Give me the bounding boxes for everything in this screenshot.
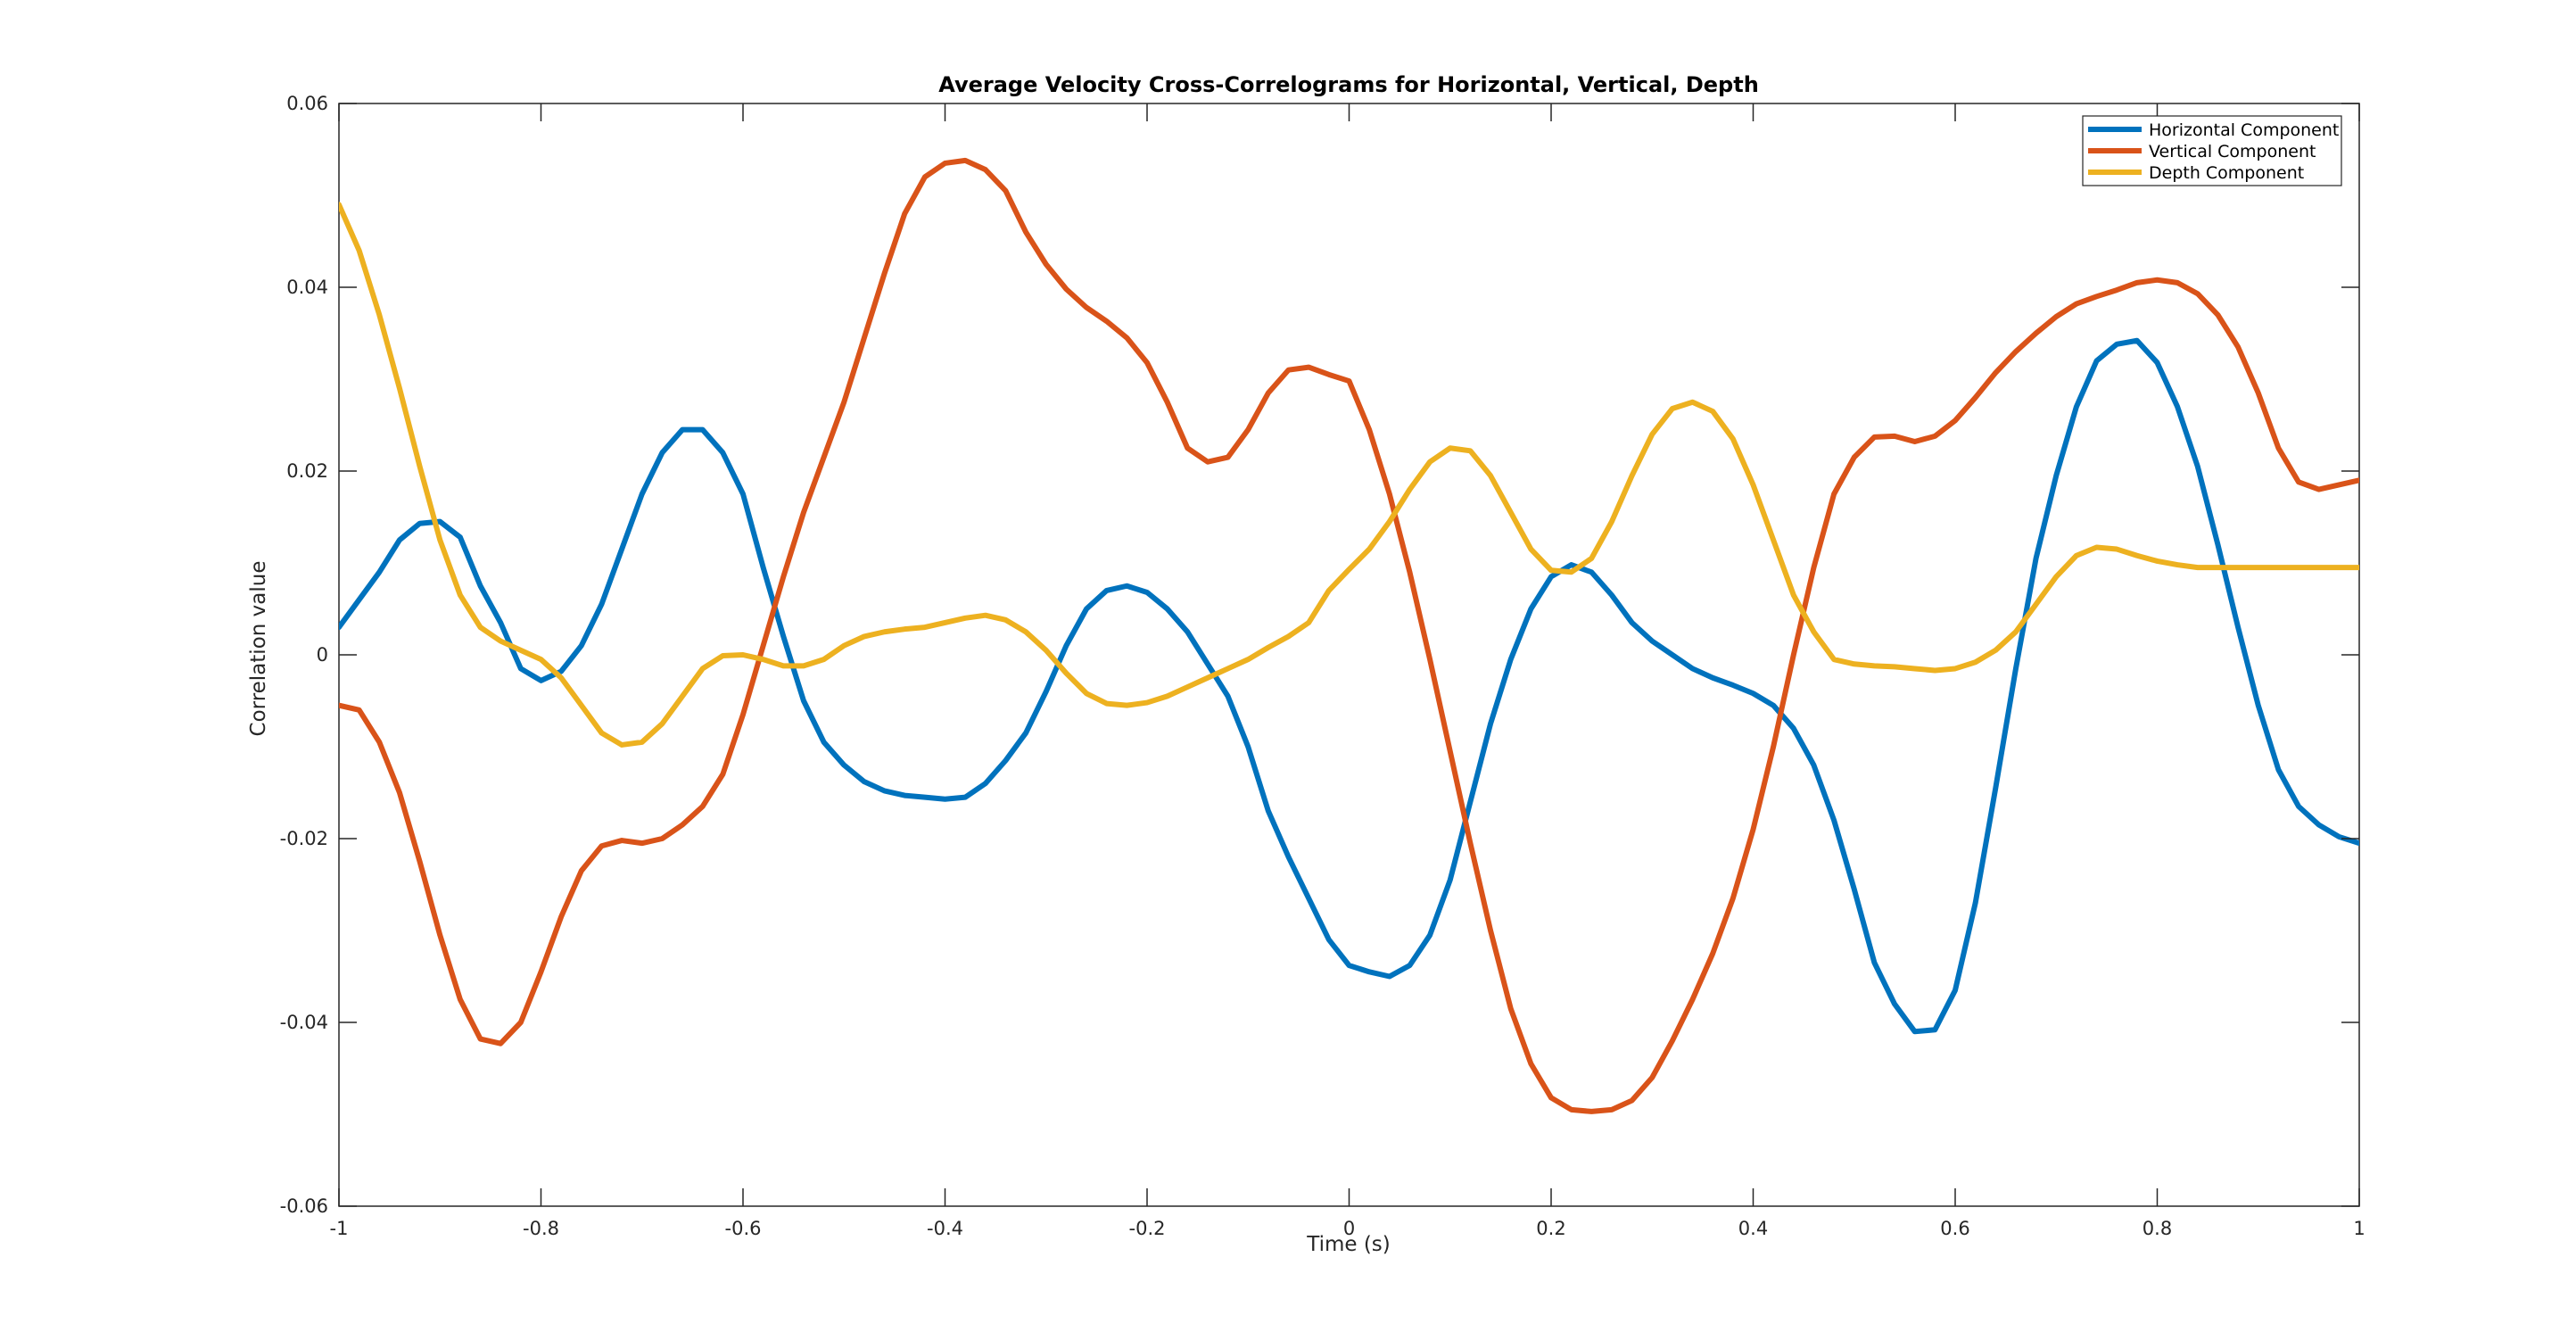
series-lines: [339, 157, 2359, 1114]
y-tick-label: -0.06: [280, 1195, 328, 1217]
y-tick-label: 0.06: [286, 93, 328, 114]
x-tick-label: -0.6: [725, 1218, 762, 1239]
series-line-vertical-component: [339, 157, 2359, 1114]
legend-entry-label: Horizontal Component: [2149, 120, 2339, 140]
y-tick-label: 0: [317, 644, 328, 666]
x-tick-label: 0.2: [1536, 1218, 1565, 1239]
legend-entry-label: Depth Component: [2149, 163, 2304, 183]
x-tick-label: 0.6: [1940, 1218, 1969, 1239]
y-tick-label: -0.02: [280, 828, 328, 849]
x-tick-label: 0.4: [1738, 1218, 1768, 1239]
legend: Horizontal Component Vertical Component De…: [2082, 115, 2342, 186]
x-axis-label: Time (s): [1306, 1233, 1391, 1256]
y-tick-label: 0.04: [286, 277, 328, 298]
chart-title: Average Velocity Cross-Correlograms for …: [938, 72, 1759, 97]
x-tick-label: -0.4: [927, 1218, 963, 1239]
y-axis-label: Correlation value: [247, 561, 270, 737]
x-tick-label: -0.8: [523, 1218, 559, 1239]
series-line-depth-component: [339, 202, 2359, 748]
y-tick-label: -0.04: [280, 1012, 328, 1033]
x-tick-label: -0.2: [1129, 1218, 1166, 1239]
plot-area: [338, 103, 2360, 1207]
ticks: -1 -0.8 -0.6 -0.4 -0.2 0 0.2 0.4 0.6 0.8 1 -0.06 -0.…: [280, 93, 2365, 1239]
axes: [338, 103, 2360, 1207]
y-tick-label: 0.02: [286, 460, 328, 482]
series-line-horizontal-component: [339, 337, 2359, 1035]
x-tick-label: 0: [1343, 1218, 1355, 1239]
legend-entry-label: Vertical Component: [2149, 142, 2316, 161]
x-tick-label: -1: [330, 1218, 349, 1239]
x-tick-label: 0.8: [2143, 1218, 2172, 1239]
x-tick-label: 1: [2353, 1218, 2365, 1239]
